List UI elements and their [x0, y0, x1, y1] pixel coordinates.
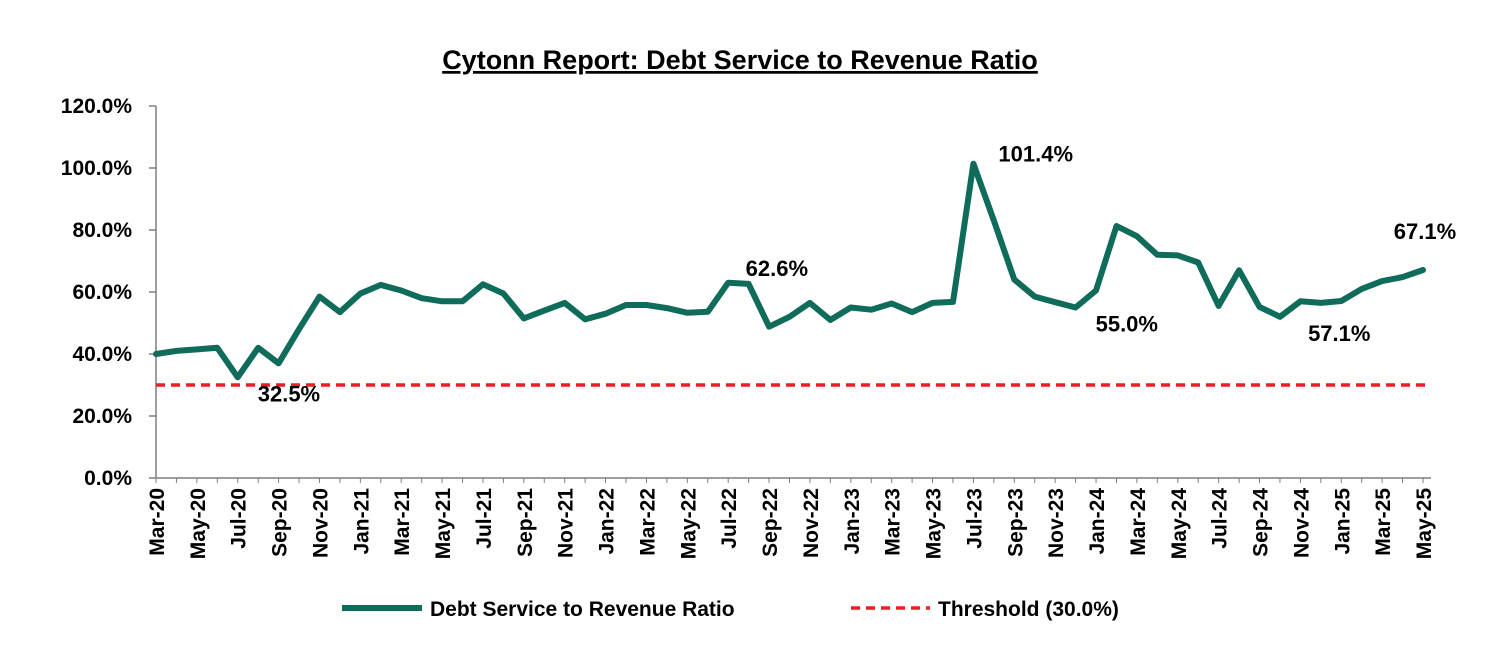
data-label: 55.0%	[1096, 312, 1158, 337]
x-tick-label: Jan-21	[350, 488, 373, 555]
x-axis: Mar-20 May-20 Jul-20 Sep-20 Nov-20 Jan-21 Mar-…	[146, 477, 1436, 560]
x-tick-label: Nov-20	[309, 488, 332, 558]
x-tick-label: Sep-22	[759, 488, 782, 557]
legend: Debt Service to Revenue Ratio Threshold (…	[342, 598, 1119, 621]
data-label: 32.5%	[258, 381, 320, 406]
x-tick-label: Mar-21	[391, 488, 414, 556]
x-tick-label: May-23	[923, 488, 946, 559]
x-tick-label: Mar-22	[636, 488, 659, 556]
x-tick-label: Jul-22	[718, 488, 741, 549]
x-tick-label: Mar-23	[882, 488, 905, 556]
x-tick-label: May-22	[677, 488, 700, 559]
x-tick-label: Sep-20	[269, 488, 292, 557]
y-tick-label: 20.0%	[72, 405, 132, 428]
plot-area	[153, 160, 1431, 387]
y-tick-label: 80.0%	[72, 219, 132, 242]
y-tick-label: 120.0%	[61, 95, 133, 118]
data-label: 62.6%	[746, 256, 808, 281]
x-tick-label: Jul-24	[1209, 488, 1232, 549]
x-tick-label: Sep-23	[1004, 488, 1027, 557]
data-label: 67.1%	[1394, 219, 1456, 244]
debt-service-ratio-line	[153, 160, 1426, 381]
x-tick-label: Sep-24	[1250, 488, 1273, 557]
chart-title: Cytonn Report: Debt Service to Revenue R…	[442, 45, 1038, 75]
y-tick-label: 60.0%	[72, 281, 132, 304]
x-tick-label: Nov-22	[800, 488, 823, 558]
x-tick-label: Nov-23	[1045, 488, 1068, 558]
x-tick-label: May-25	[1413, 488, 1436, 560]
data-label: 101.4%	[998, 142, 1073, 167]
x-tick-label: Sep-21	[514, 488, 537, 557]
x-tick-label: Jan-24	[1086, 488, 1109, 555]
x-tick-label: May-20	[187, 488, 210, 559]
x-tick-label: Mar-25	[1372, 488, 1395, 556]
x-tick-label: Jan-25	[1331, 488, 1354, 555]
x-tick-label: Jul-20	[228, 488, 251, 549]
x-tick-label: Nov-24	[1290, 488, 1313, 558]
x-tick-label: May-24	[1168, 488, 1191, 560]
x-tick-label: Mar-24	[1127, 488, 1150, 556]
x-tick-label: Jan-22	[596, 488, 619, 555]
y-tick-label: 40.0%	[72, 343, 132, 366]
legend-label-ratio: Debt Service to Revenue Ratio	[430, 598, 735, 621]
x-tick-label: Mar-20	[146, 488, 169, 556]
x-tick-label: Jul-21	[473, 488, 496, 549]
y-axis: 0.0% 20.0% 40.0% 60.0% 80.0% 100.0% 120.0%	[61, 95, 157, 490]
y-tick-label: 100.0%	[61, 157, 133, 180]
data-annotations: 32.5% 62.6% 101.4% 55.0% 57.1% 67.1%	[258, 142, 1456, 407]
x-tick-label: Jan-23	[841, 488, 864, 555]
x-tick-label: Nov-21	[555, 488, 578, 558]
y-tick-label: 0.0%	[84, 467, 132, 490]
x-tick-label: May-21	[432, 488, 455, 560]
data-label: 57.1%	[1308, 321, 1370, 346]
legend-label-threshold: Threshold (30.0%)	[938, 598, 1119, 621]
x-tick-label: Jul-23	[963, 488, 986, 549]
